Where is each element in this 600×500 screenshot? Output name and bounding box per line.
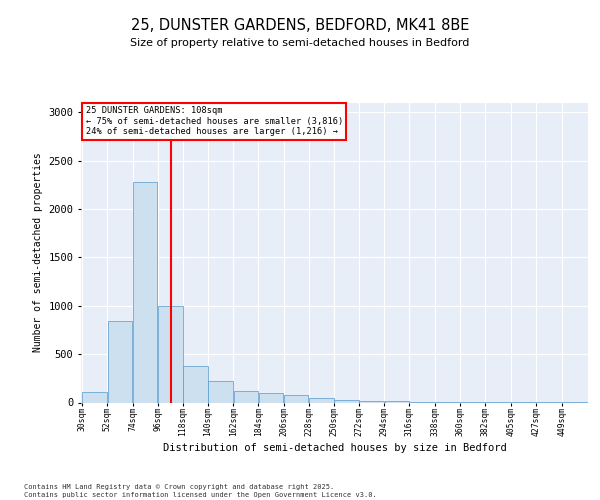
Bar	[385, 401, 409, 402]
Text: Contains HM Land Registry data © Crown copyright and database right 2025.
Contai: Contains HM Land Registry data © Crown c…	[24, 484, 377, 498]
Bar	[208, 381, 233, 402]
Text: 25, DUNSTER GARDENS, BEDFORD, MK41 8BE: 25, DUNSTER GARDENS, BEDFORD, MK41 8BE	[131, 18, 469, 32]
Bar	[107, 321, 132, 402]
Bar	[158, 306, 182, 402]
Bar	[233, 391, 258, 402]
Bar	[82, 392, 107, 402]
Bar	[133, 182, 157, 402]
Bar	[259, 393, 283, 402]
Text: 25 DUNSTER GARDENS: 108sqm
← 75% of semi-detached houses are smaller (3,816)
24%: 25 DUNSTER GARDENS: 108sqm ← 75% of semi…	[86, 106, 343, 136]
Bar	[183, 366, 208, 403]
Bar	[359, 400, 384, 402]
X-axis label: Distribution of semi-detached houses by size in Bedford: Distribution of semi-detached houses by …	[163, 443, 506, 453]
Text: Size of property relative to semi-detached houses in Bedford: Size of property relative to semi-detach…	[130, 38, 470, 48]
Y-axis label: Number of semi-detached properties: Number of semi-detached properties	[33, 152, 43, 352]
Bar	[309, 398, 334, 402]
Bar	[334, 400, 359, 402]
Bar	[284, 395, 308, 402]
